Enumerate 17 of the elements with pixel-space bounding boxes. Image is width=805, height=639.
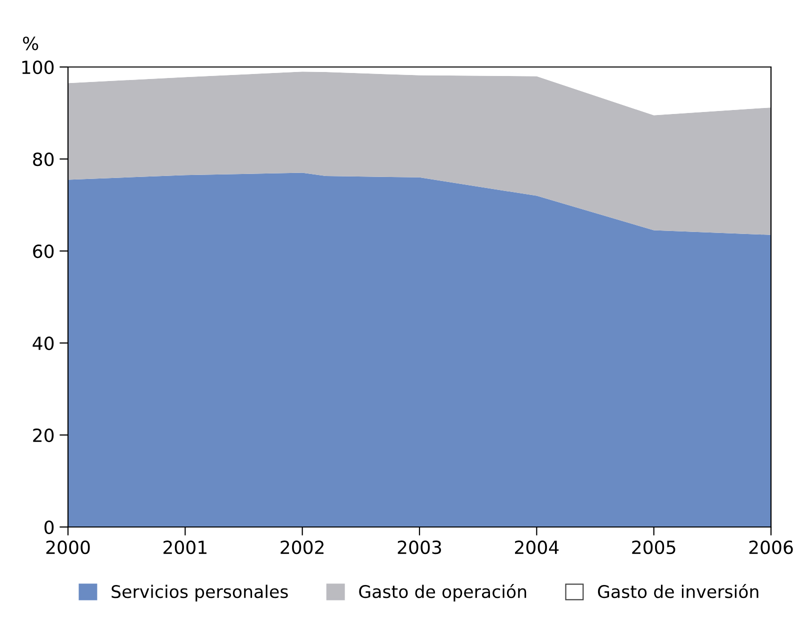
y-tick-label: 20	[33, 428, 54, 442]
legend-label: Gasto de inversión	[598, 584, 758, 598]
x-tick-label: 2005	[632, 540, 676, 554]
legend-label: Gasto de operación	[359, 584, 526, 602]
legend-label: Servicios personales	[112, 584, 288, 602]
y-tick-label: 0	[44, 520, 54, 534]
y-axis-title: %	[22, 36, 38, 50]
x-tick-label: 2004	[515, 540, 559, 554]
x-tick-label: 2000	[46, 540, 90, 554]
y-tick-label: 40	[32, 336, 54, 350]
y-tick-label: 80	[33, 152, 54, 166]
y-tick-label: 60	[33, 244, 54, 258]
x-tick-label: 2001	[164, 540, 206, 554]
x-tick-label: 2006	[749, 540, 793, 554]
y-tick-label: 100	[22, 60, 54, 74]
x-tick-label: 2003	[398, 540, 442, 554]
x-tick-label: 2002	[280, 540, 324, 554]
